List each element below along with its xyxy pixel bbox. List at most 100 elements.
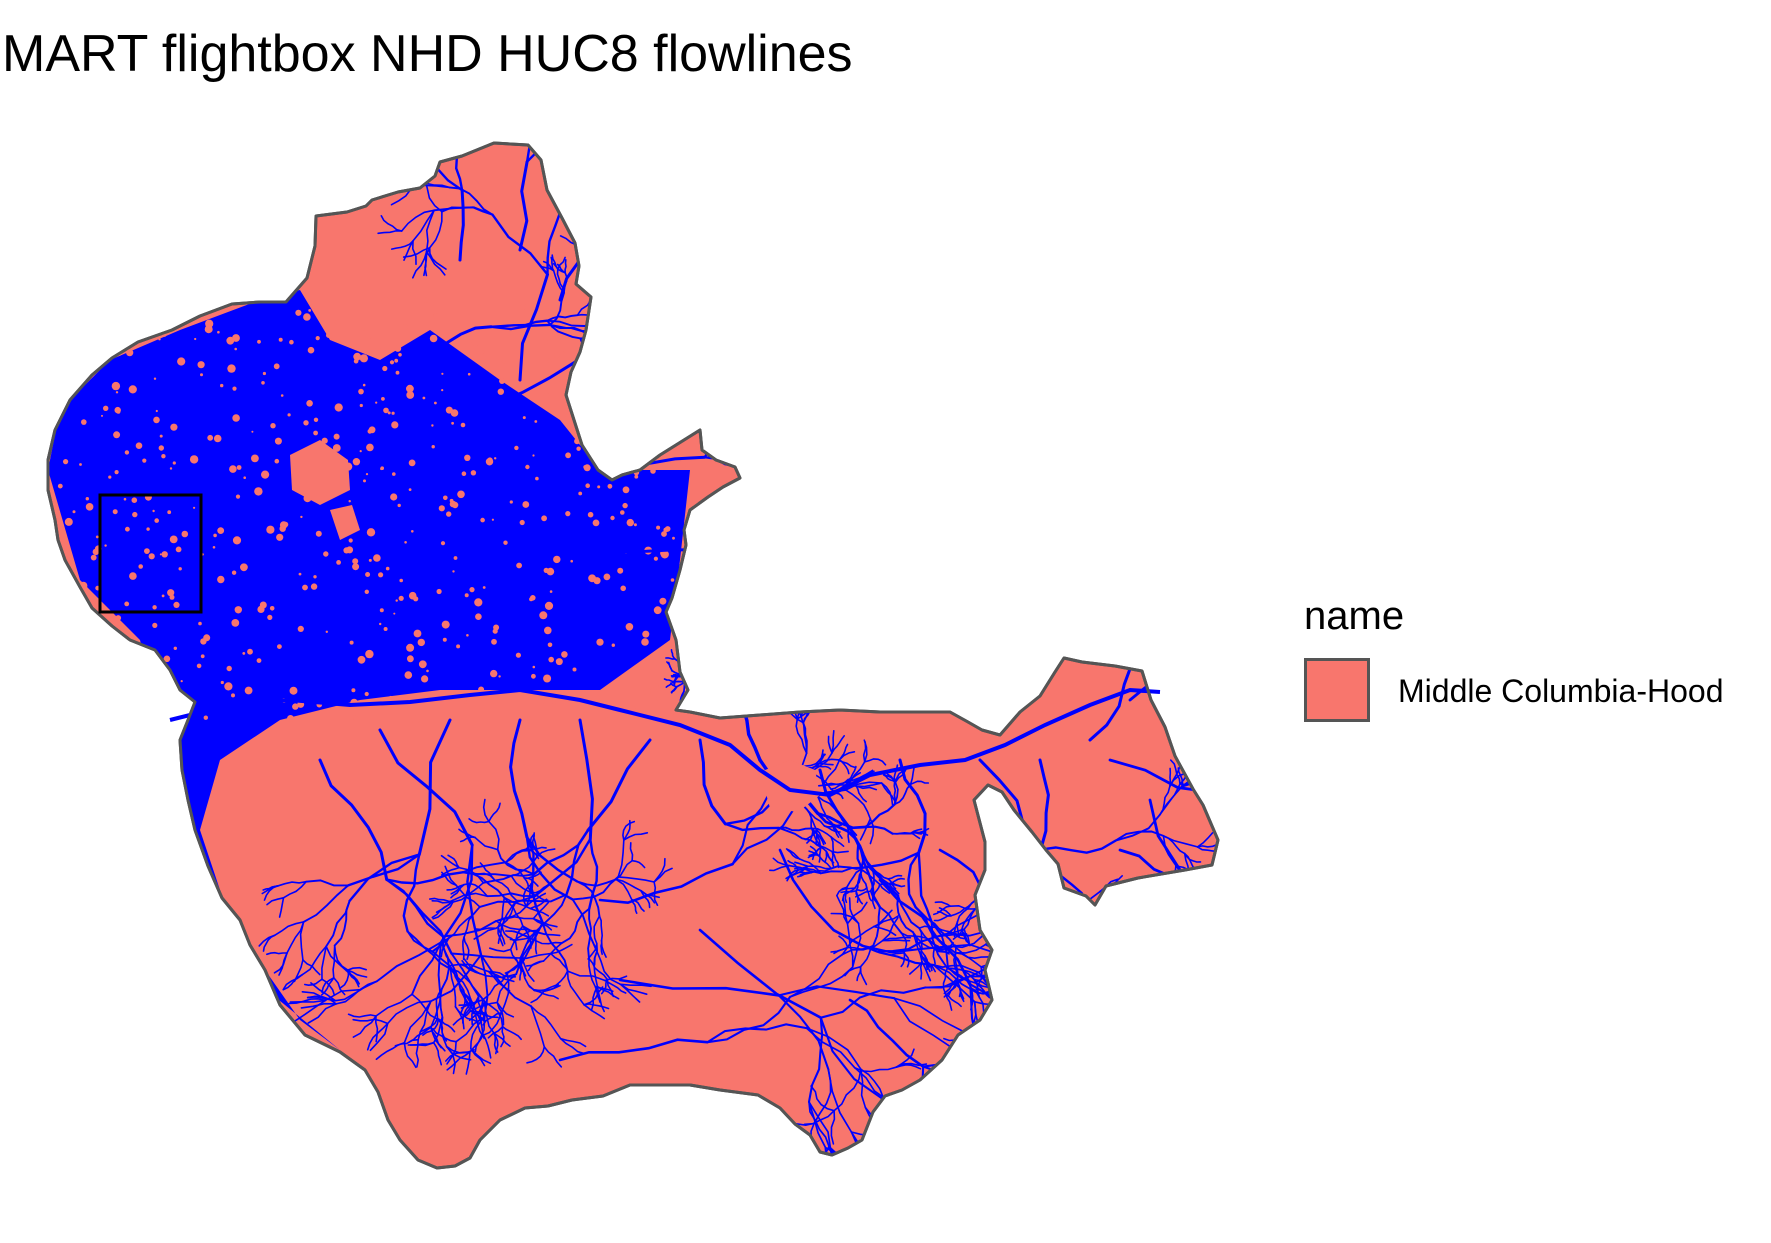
flowline (613, 94, 621, 118)
flowline (846, 572, 875, 584)
flowline (1161, 1009, 1191, 1013)
flowline (1161, 1007, 1192, 1012)
flowline (811, 846, 822, 861)
flowline (482, 873, 535, 884)
flowline (702, 617, 707, 628)
land-speckle (81, 419, 87, 425)
flowline (604, 161, 621, 166)
flowline (1025, 945, 1052, 955)
flowline (848, 897, 860, 925)
land-speckle (398, 595, 404, 601)
land-speckle (120, 314, 124, 318)
flowline (1130, 899, 1142, 927)
flowline (503, 896, 524, 927)
land-speckle (101, 349, 107, 354)
flowline (474, 1012, 499, 1019)
flowline (1070, 950, 1075, 970)
flowline (830, 865, 864, 870)
flowline (1171, 577, 1202, 583)
land-speckle (608, 346, 613, 351)
flowline (1011, 1072, 1023, 1099)
flowline (955, 1049, 1000, 1093)
land-speckle (653, 391, 662, 400)
flowline (1212, 512, 1218, 540)
flowline (529, 846, 547, 852)
flowline (1359, 758, 1377, 759)
flowline (933, 905, 951, 916)
land-speckle (175, 546, 182, 553)
flowline (1230, 487, 1251, 489)
flowline (927, 1181, 948, 1202)
flowline (851, 626, 865, 643)
flowline (875, 1167, 897, 1168)
flowline (1014, 921, 1032, 948)
flowline (529, 898, 548, 910)
flowline (703, 395, 724, 399)
flowline (627, 86, 644, 94)
flowline (997, 1091, 1036, 1105)
flowline (429, 86, 431, 99)
land-speckle (572, 434, 576, 437)
land-speckle (436, 588, 442, 595)
land-speckle (676, 338, 683, 345)
flowline (813, 1068, 832, 1125)
flowline (732, 611, 739, 623)
flowline (682, 233, 701, 241)
flowline (453, 906, 481, 935)
flowline (670, 674, 681, 677)
flowline (737, 612, 752, 622)
flowline (432, 901, 454, 920)
flowline (604, 102, 607, 114)
land-speckle (578, 491, 583, 496)
flowline (744, 390, 753, 427)
land-speckle (636, 312, 641, 316)
flowline (430, 988, 443, 1029)
flowline (663, 180, 681, 186)
flowline (859, 848, 900, 898)
flowline (1196, 959, 1218, 1005)
flowline (649, 160, 677, 164)
flowline (812, 830, 825, 846)
flowline (596, 985, 620, 1000)
flowline (591, 161, 618, 175)
flowline (855, 785, 867, 803)
land-speckle (364, 691, 369, 697)
flowline (1326, 853, 1330, 868)
land-speckle (461, 471, 467, 477)
land-speckle (592, 327, 598, 332)
land-speckle (379, 608, 384, 613)
flowline (881, 936, 912, 942)
flowline (442, 920, 498, 938)
flowline (1006, 888, 1029, 898)
flowline (619, 157, 641, 162)
flowline (703, 424, 748, 459)
land-speckle (229, 465, 237, 473)
flowline (583, 986, 604, 1006)
flowline (1089, 944, 1107, 951)
flowline (432, 1041, 443, 1066)
land-speckle (67, 669, 72, 675)
land-speckle (451, 421, 454, 425)
flowline (450, 952, 486, 1003)
flowline (721, 382, 743, 388)
flowline (988, 896, 997, 926)
flowline (986, 957, 1033, 969)
land-speckle (154, 518, 159, 523)
flowline (1119, 925, 1141, 964)
land-speckle (343, 547, 350, 554)
flowline (560, 190, 600, 211)
land-speckle (274, 437, 282, 445)
flowline (273, 952, 288, 974)
flowline (807, 1016, 824, 1103)
flowline (791, 639, 821, 647)
flowline (617, 106, 627, 112)
land-speckle (131, 497, 138, 504)
land-speckle (389, 695, 393, 700)
flowline (1221, 561, 1240, 572)
flowline (1142, 535, 1160, 544)
land-speckle (353, 715, 359, 722)
flowline (860, 1068, 867, 1109)
flowline (815, 828, 818, 846)
flowline (544, 970, 569, 991)
